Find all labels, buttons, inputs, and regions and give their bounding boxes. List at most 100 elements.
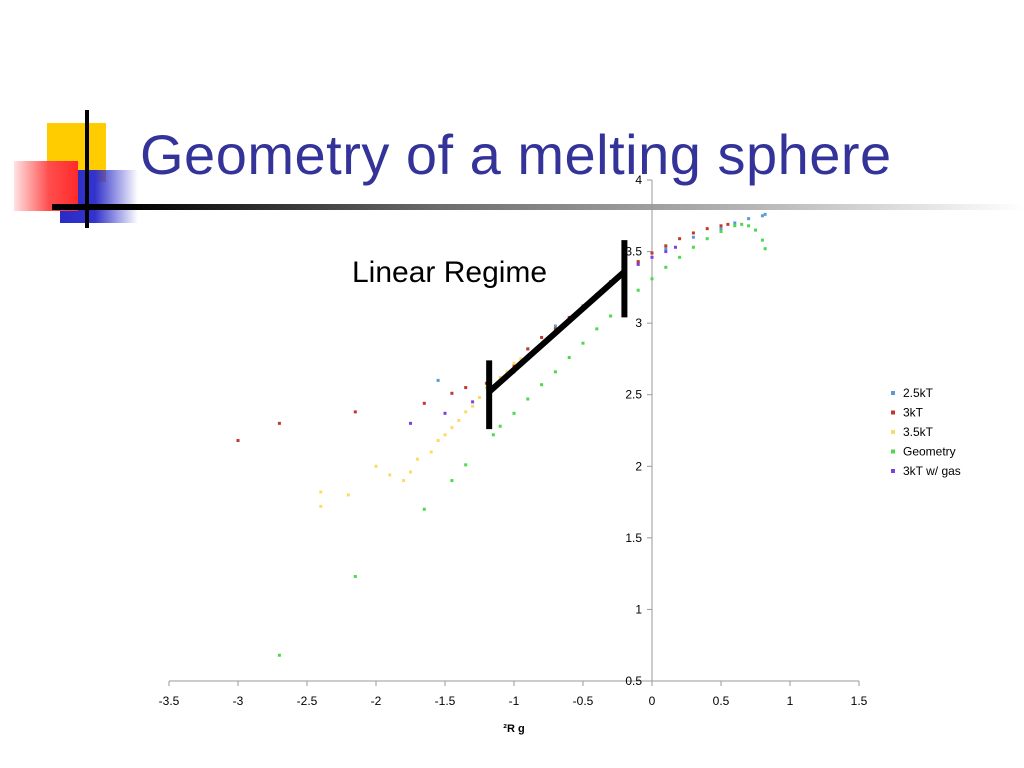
data-point <box>595 327 599 331</box>
vertical-line-decoration <box>85 110 89 228</box>
data-point <box>553 370 557 374</box>
data-point <box>719 224 723 228</box>
legend-marker <box>891 410 895 415</box>
data-point <box>422 507 426 511</box>
x-tick-label: -2.5 <box>297 694 318 708</box>
data-point <box>443 411 447 415</box>
data-point <box>678 237 682 241</box>
x-tick-label: 1.5 <box>851 694 868 708</box>
data-point <box>478 396 481 400</box>
title-underline <box>52 204 1024 210</box>
data-point <box>498 424 502 428</box>
data-point <box>277 653 281 657</box>
data-point <box>464 410 468 414</box>
series-geometry <box>277 222 767 657</box>
data-point <box>429 450 433 454</box>
data-point <box>760 238 764 242</box>
data-point <box>581 341 585 345</box>
x-tick-label: -2 <box>371 694 382 708</box>
data-point <box>471 400 475 404</box>
legend-entry: 3kT <box>903 406 924 420</box>
data-point <box>636 260 640 264</box>
data-point <box>402 479 406 483</box>
series-3-5kt <box>319 354 530 508</box>
y-tick-label: 2 <box>635 459 642 473</box>
data-point <box>519 357 523 361</box>
data-point <box>457 418 461 422</box>
data-point <box>526 397 530 401</box>
data-point <box>747 217 751 221</box>
y-tick-label: 1 <box>635 602 642 616</box>
data-point <box>450 391 454 395</box>
linear-regime-line <box>487 269 627 395</box>
data-point <box>471 404 475 408</box>
data-point <box>346 493 350 497</box>
data-point <box>664 244 668 248</box>
legend-marker <box>891 430 895 434</box>
data-point <box>691 235 695 239</box>
data-point <box>277 421 281 425</box>
data-point <box>498 376 502 380</box>
data-point <box>760 214 764 218</box>
data-point <box>567 355 571 359</box>
data-point <box>374 464 378 468</box>
data-point <box>443 433 447 437</box>
data-point <box>436 439 440 443</box>
data-point <box>540 383 544 387</box>
data-point <box>650 277 654 281</box>
y-tick-label: 1.5 <box>625 531 642 545</box>
legend-marker <box>891 449 895 454</box>
x-tick-label: 0 <box>649 694 656 708</box>
data-point <box>319 504 323 508</box>
data-point <box>540 335 544 339</box>
data-point <box>636 262 640 266</box>
y-tick-label: 0.5 <box>625 674 642 688</box>
x-tick-label: -1.5 <box>435 694 456 708</box>
data-point <box>415 457 419 461</box>
data-point <box>650 251 654 255</box>
data-point <box>512 361 516 365</box>
legend-entry: 3.5kT <box>903 425 934 439</box>
x-tick-label: -3.5 <box>159 694 180 708</box>
y-tick-label: 3.5 <box>625 245 642 259</box>
x-tick-label: 1 <box>787 694 794 708</box>
linear-regime-overlay <box>486 240 628 430</box>
data-point <box>464 463 468 467</box>
data-point <box>747 224 751 228</box>
data-point <box>319 490 323 494</box>
y-tick-label: 3 <box>635 316 642 330</box>
data-point <box>512 411 516 415</box>
data-point <box>609 314 613 318</box>
legend-entry: 3kT w/ gas <box>903 464 961 478</box>
data-point <box>353 575 357 579</box>
data-point <box>705 227 709 231</box>
data-point <box>436 378 440 382</box>
y-tick-label: 2.5 <box>625 388 642 402</box>
legend-marker <box>891 469 895 473</box>
legend-marker <box>891 391 895 395</box>
slide-title: Geometry of a melting sphere <box>140 123 892 186</box>
data-point <box>553 327 557 331</box>
x-tick-label: 0.5 <box>713 694 730 708</box>
data-point <box>763 212 767 216</box>
x-axis-label: ²R g <box>503 723 524 735</box>
data-point <box>505 370 509 374</box>
data-point <box>664 247 668 251</box>
series-2-5kt <box>436 212 767 382</box>
data-point <box>388 473 392 477</box>
data-point <box>691 245 695 249</box>
data-point <box>450 479 454 483</box>
data-point <box>664 265 668 269</box>
x-tick-label: -3 <box>233 694 244 708</box>
data-point <box>236 439 240 443</box>
data-point <box>678 255 682 259</box>
chart-legend: 2.5kT 3kT 3.5kT Geometry 3kT w/ gas <box>891 386 961 478</box>
x-tick-label: -1 <box>509 694 520 708</box>
data-point <box>763 247 767 251</box>
data-point <box>726 222 730 226</box>
data-point <box>733 224 737 228</box>
data-point <box>691 231 695 235</box>
data-point <box>450 426 454 430</box>
data-point <box>636 288 640 292</box>
